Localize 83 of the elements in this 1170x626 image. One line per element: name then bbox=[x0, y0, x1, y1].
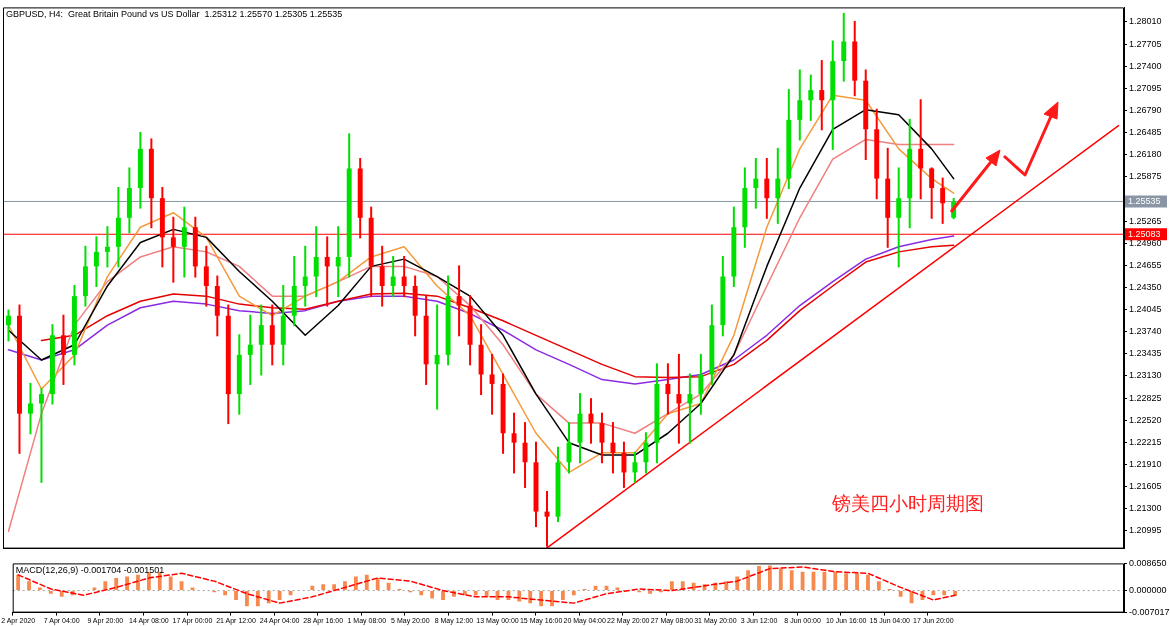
bar bbox=[419, 591, 424, 596]
bar bbox=[473, 591, 478, 596]
bar bbox=[353, 576, 358, 591]
bar bbox=[321, 584, 326, 591]
y-tick-label: 1.24045 bbox=[1129, 304, 1162, 315]
bar bbox=[27, 581, 31, 591]
bar bbox=[92, 587, 97, 591]
y-tick-label: 1.20995 bbox=[1129, 525, 1162, 536]
y-tick-label: -0.007017 bbox=[1129, 607, 1170, 618]
y-tick-label: 1.22215 bbox=[1129, 436, 1162, 447]
y-tick-label: 1.23435 bbox=[1129, 348, 1162, 359]
y-tick-label: 1.25875 bbox=[1129, 171, 1162, 182]
bar bbox=[746, 570, 751, 591]
bar bbox=[615, 587, 620, 591]
y-tick-label: 1.21910 bbox=[1129, 458, 1162, 469]
bar bbox=[898, 591, 903, 597]
bar bbox=[560, 591, 565, 600]
bar bbox=[157, 571, 162, 591]
bar bbox=[844, 573, 849, 591]
bar bbox=[255, 591, 260, 607]
y-tick-label: 1.24960 bbox=[1129, 237, 1162, 248]
bar bbox=[103, 581, 108, 591]
bar bbox=[855, 573, 859, 591]
bar bbox=[833, 571, 838, 591]
bar bbox=[822, 571, 827, 591]
bar bbox=[146, 572, 151, 591]
y-tick-label: 1.27095 bbox=[1129, 82, 1162, 93]
bar bbox=[942, 591, 947, 596]
y-tick-label: 1.23740 bbox=[1129, 326, 1162, 337]
y-tick-label: 0.000000 bbox=[1129, 585, 1167, 596]
candlestick bbox=[434, 304, 440, 410]
ref-line-label: 1.25535 bbox=[1128, 195, 1161, 206]
ref-line-label: 1.25083 bbox=[1128, 228, 1161, 239]
bar bbox=[234, 591, 238, 600]
bar bbox=[266, 591, 271, 604]
y-tick-label: 1.26790 bbox=[1129, 104, 1162, 115]
bar bbox=[114, 578, 119, 591]
bar bbox=[38, 587, 42, 591]
bar bbox=[332, 584, 337, 591]
y-tick-label: 1.26485 bbox=[1129, 127, 1162, 138]
bar bbox=[245, 591, 249, 607]
annotation: 镑美四小时周期图 bbox=[831, 491, 984, 514]
y-tick-label: 1.24655 bbox=[1129, 259, 1162, 270]
bar bbox=[136, 574, 140, 591]
bar bbox=[190, 587, 195, 591]
bar bbox=[768, 565, 772, 591]
y-tick-label: 1.27400 bbox=[1129, 60, 1162, 71]
y-tick-label: 1.24350 bbox=[1129, 281, 1162, 292]
bar bbox=[789, 570, 794, 591]
bar bbox=[571, 591, 576, 596]
bar bbox=[876, 581, 881, 591]
bar bbox=[168, 576, 173, 591]
bar bbox=[48, 591, 53, 594]
y-tick-label: 1.27705 bbox=[1129, 38, 1162, 49]
bar bbox=[430, 591, 435, 599]
bar bbox=[223, 591, 228, 596]
bar bbox=[866, 574, 870, 591]
bar bbox=[757, 566, 761, 591]
y-tick-label: 1.26180 bbox=[1129, 149, 1162, 160]
bar bbox=[310, 585, 315, 591]
bar bbox=[277, 591, 282, 600]
bar bbox=[648, 591, 652, 594]
bar bbox=[517, 591, 522, 602]
y-tick-label: 1.28010 bbox=[1129, 16, 1162, 27]
y-tick-label: 1.21300 bbox=[1129, 503, 1162, 514]
chart-title: MACD(12,26,9) -0.001704 -0.001501 bbox=[15, 565, 165, 576]
y-tick-label: 1.22520 bbox=[1129, 414, 1162, 425]
bar bbox=[724, 581, 729, 591]
y-tick-label: 1.23130 bbox=[1129, 370, 1162, 381]
y-tick-label: 1.25265 bbox=[1129, 215, 1162, 226]
bar bbox=[931, 591, 936, 596]
chart-title: GBPUSD, H4: Great Britain Pound vs US Dollar 1.25312 1.25570 1.25305 1.25535 bbox=[6, 9, 343, 20]
bar bbox=[441, 591, 445, 600]
y-tick-label: 1.22825 bbox=[1129, 392, 1162, 403]
bar bbox=[550, 591, 554, 607]
bar bbox=[778, 568, 783, 591]
bar bbox=[16, 574, 21, 591]
bar bbox=[375, 578, 380, 591]
line-series bbox=[17, 566, 956, 604]
bar bbox=[669, 581, 674, 591]
y-tick-label: 0.008650 bbox=[1129, 557, 1167, 568]
bar bbox=[59, 591, 64, 597]
y-tick-label: 1.21605 bbox=[1129, 481, 1162, 492]
